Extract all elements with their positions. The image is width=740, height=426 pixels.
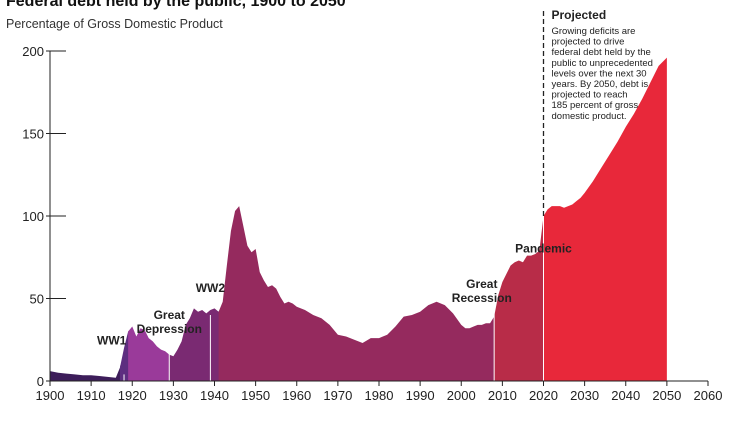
annotation-line: Great <box>154 308 185 322</box>
projection-note-line: projected to drive <box>552 37 625 48</box>
annotation-label: Great Depression <box>137 308 202 336</box>
event-lines <box>123 11 545 381</box>
projection-note-line: Growing deficits are <box>552 26 636 37</box>
y-tick-label: 200 <box>22 44 44 59</box>
annotation-line: Great <box>466 277 497 291</box>
x-tick-label: 1960 <box>282 388 311 403</box>
x-tick-label: 2040 <box>611 388 640 403</box>
x-tick-label: 2010 <box>488 388 517 403</box>
axes: 0 50 100 150 200 1900 1910 1920 1930 1940 1950 1960… <box>22 44 722 403</box>
x-tick-label: 1970 <box>323 388 352 403</box>
x-tick-label: 2000 <box>447 388 476 403</box>
annotation-line: Depression <box>137 322 202 336</box>
y-tick-label: 150 <box>22 127 44 142</box>
projection-note-line: years. By 2050, debt is <box>552 79 649 90</box>
x-tick-label: 1980 <box>365 388 394 403</box>
projection-note-line: domestic product. <box>552 111 627 122</box>
y-tick-label: 50 <box>30 292 44 307</box>
projection-note-line: federal debt held by the <box>552 47 651 58</box>
x-tick-label: 2060 <box>694 388 723 403</box>
y-tick-label: 0 <box>37 374 44 389</box>
area-band <box>50 57 121 381</box>
x-tick-label: 1930 <box>159 388 188 403</box>
annotation-line: WW1 <box>97 334 127 348</box>
y-tick-label: 100 <box>22 209 44 224</box>
annotation-label: WW2 <box>196 281 226 295</box>
x-tick-label: 1990 <box>406 388 435 403</box>
area-band <box>494 57 545 381</box>
chart-title: Federal debt held by the public, 1900 to… <box>6 0 346 10</box>
projection-note-line: 185 percent of gross <box>552 100 639 111</box>
annotation-label: WW1 <box>97 334 127 348</box>
annotation-line: Recession <box>452 291 512 305</box>
x-tick-label: 2050 <box>652 388 681 403</box>
annotation-label: Pandemic <box>515 241 572 255</box>
x-tick-label: 2030 <box>570 388 599 403</box>
projection-note-line: projected to reach <box>552 90 628 101</box>
annotation-line: WW2 <box>196 281 226 295</box>
x-tick-label: 1950 <box>241 388 270 403</box>
x-tick-label: 2020 <box>529 388 558 403</box>
projection-note-line: levels over the next 30 <box>552 68 647 79</box>
projection-note-line: public to unprecedented <box>552 58 653 69</box>
area-band <box>119 57 129 381</box>
chart-subtitle: Percentage of Gross Domestic Product <box>6 17 223 31</box>
area-band <box>218 57 495 381</box>
x-tick-label: 1910 <box>77 388 106 403</box>
annotation-line: Pandemic <box>515 241 572 255</box>
projection-heading: Projected <box>552 8 607 22</box>
annotation-label: Great Recession <box>452 277 512 305</box>
x-tick-label: 1940 <box>200 388 229 403</box>
x-tick-label: 1900 <box>36 388 65 403</box>
x-tick-label: 1920 <box>118 388 147 403</box>
